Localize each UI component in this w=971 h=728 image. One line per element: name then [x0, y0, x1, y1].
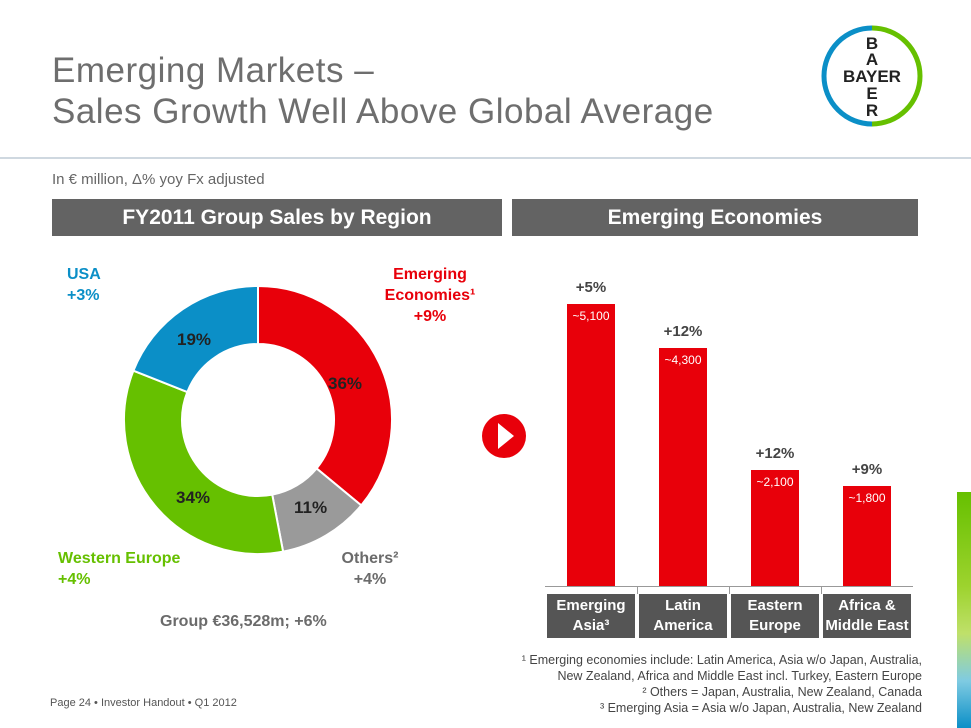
bar-chart-tick — [729, 586, 730, 594]
western-europe-label: Western Europe +4% — [58, 550, 181, 588]
donut-slice-western — [123, 369, 285, 555]
bar-latin-america — [659, 348, 707, 586]
usa-label: USA +3% — [67, 266, 101, 304]
play-arrow-icon — [482, 414, 526, 458]
logo-letter-e: E — [866, 84, 877, 103]
donut-value-label-usa: 19% — [177, 330, 212, 349]
bar-value-label-africa-middle-east: ~1,800 — [848, 491, 886, 505]
bar-category-label-emerging-asia: Emerging Asia³ — [547, 594, 635, 638]
bar-growth-label-africa-middle-east: +9% — [851, 461, 883, 478]
logo-word: BAYER — [843, 67, 901, 86]
title-line-1: Emerging Markets – — [52, 51, 375, 90]
bar-growth-label-latin-america: +12% — [663, 323, 703, 340]
bayer-logo: B A BAYER E R — [821, 25, 923, 127]
header-divider — [0, 157, 971, 159]
bar-value-label-latin-america: ~4,300 — [664, 353, 702, 367]
left-section-header: FY2011 Group Sales by Region — [52, 199, 502, 236]
bar-chart-tick — [637, 586, 638, 594]
footnote-1a: ¹ Emerging economies include: Latin Amer… — [521, 653, 922, 667]
group-total-label: Group €36,528m; +6% — [160, 613, 327, 630]
decorative-side-bar — [957, 492, 971, 728]
bar-emerging-asia — [567, 304, 615, 586]
others-label: Others² +4% — [341, 550, 399, 588]
donut-value-label-emerging: 36% — [328, 374, 363, 393]
bar-category-label-africa-middle-east: Africa & Middle East — [823, 594, 911, 638]
emerging-economies-bar-chart: ~5,100 +5% ~4,300 +12% ~2,100 +12% ~1,800 +9% — [545, 250, 930, 594]
footnotes: ¹ Emerging economies include: Latin Amer… — [470, 652, 922, 716]
footnote-3: ³ Emerging Asia = Asia w/o Japan, Austra… — [599, 701, 922, 715]
right-section-header: Emerging Economies — [512, 199, 918, 236]
logo-letter-a: A — [866, 50, 878, 69]
page-footer: Page 24 • Investor Handout • Q1 2012 — [50, 697, 237, 709]
bar-africa-middle-east — [843, 486, 891, 586]
page-title: Emerging Markets – Sales Growth Well Abo… — [52, 50, 812, 132]
region-donut-chart — [123, 284, 393, 555]
footnote-2: ² Others = Japan, Australia, New Zealand… — [642, 685, 922, 699]
logo-letter-b: B — [866, 34, 878, 53]
bar-value-label-emerging-asia: ~5,100 — [572, 309, 610, 323]
donut-slice-emerging — [257, 284, 393, 507]
donut-value-label-western: 34% — [176, 488, 211, 507]
units-subtitle: In € million, Δ% yoy Fx adjusted — [52, 171, 265, 188]
logo-letter-r: R — [866, 101, 878, 120]
bar-category-label-eastern-europe: Eastern Europe — [731, 594, 819, 638]
emerging-economies-label: Emerging Economies¹ +9% — [384, 266, 476, 325]
bar-category-label-latin-america: Latin America — [639, 594, 727, 638]
donut-value-label-others: 11% — [294, 498, 328, 517]
footnote-1b: New Zealand, Africa and Middle East incl… — [557, 669, 922, 683]
bar-growth-label-emerging-asia: +5% — [575, 279, 607, 296]
title-line-2: Sales Growth Well Above Global Average — [52, 92, 714, 131]
bar-growth-label-eastern-europe: +12% — [755, 445, 795, 462]
bar-eastern-europe — [751, 470, 799, 586]
bar-value-label-eastern-europe: ~2,100 — [756, 475, 794, 489]
donut-slice-usa — [132, 284, 259, 394]
bar-chart-tick — [821, 586, 822, 594]
